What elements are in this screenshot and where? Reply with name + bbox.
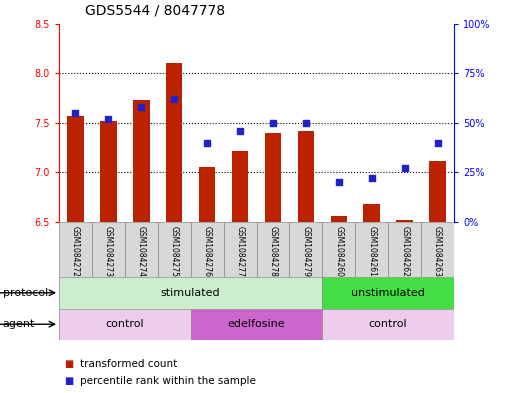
Point [71, 110, 80, 116]
Text: GSM1084276: GSM1084276 [203, 226, 212, 277]
Text: GDS5544 / 8047778: GDS5544 / 8047778 [85, 4, 225, 18]
Point [104, 116, 112, 122]
Bar [421, 222, 454, 277]
Text: agent: agent [3, 319, 35, 329]
Text: GSM1084277: GSM1084277 [235, 226, 245, 277]
Text: GSM1084274: GSM1084274 [137, 226, 146, 277]
Point [269, 119, 277, 126]
Bar [166, 63, 183, 222]
Bar [322, 309, 454, 340]
Point [203, 140, 211, 146]
Text: protocol: protocol [3, 288, 48, 298]
Bar [322, 277, 454, 309]
Point [137, 104, 145, 110]
Bar [59, 222, 92, 277]
Point [302, 119, 310, 126]
Text: control: control [369, 319, 407, 329]
Bar [92, 222, 125, 277]
Bar [364, 204, 380, 222]
Bar [224, 222, 256, 277]
Bar [298, 131, 314, 222]
Text: GSM1084262: GSM1084262 [400, 226, 409, 277]
Point [368, 175, 376, 182]
Text: GSM1084275: GSM1084275 [170, 226, 179, 277]
Bar [388, 222, 421, 277]
Bar [191, 222, 224, 277]
Text: GSM1084263: GSM1084263 [433, 226, 442, 277]
Point [170, 96, 179, 102]
Bar [59, 277, 322, 309]
Text: ■: ■ [64, 376, 73, 386]
Text: edelfosine: edelfosine [228, 319, 285, 329]
Text: GSM1084260: GSM1084260 [334, 226, 343, 277]
Text: unstimulated: unstimulated [351, 288, 425, 298]
Text: GSM1084272: GSM1084272 [71, 226, 80, 277]
Bar [355, 222, 388, 277]
Point [401, 165, 409, 172]
Text: GSM1084279: GSM1084279 [301, 226, 310, 277]
Bar [232, 151, 248, 222]
Bar [59, 309, 191, 340]
Bar [322, 222, 355, 277]
Text: ■: ■ [64, 358, 73, 369]
Text: GSM1084273: GSM1084273 [104, 226, 113, 277]
Bar [429, 160, 446, 222]
Bar [397, 220, 413, 222]
Bar [158, 222, 191, 277]
Bar [199, 167, 215, 222]
Bar [256, 222, 289, 277]
Bar [289, 222, 322, 277]
Point [236, 128, 244, 134]
Text: percentile rank within the sample: percentile rank within the sample [80, 376, 255, 386]
Text: transformed count: transformed count [80, 358, 177, 369]
Text: GSM1084278: GSM1084278 [268, 226, 278, 277]
Point [433, 140, 442, 146]
Bar [100, 121, 116, 222]
Point [334, 179, 343, 185]
Text: stimulated: stimulated [161, 288, 221, 298]
Bar [67, 116, 84, 222]
Text: GSM1084261: GSM1084261 [367, 226, 376, 277]
Bar [330, 216, 347, 222]
Bar [191, 309, 322, 340]
Bar [133, 100, 149, 222]
Text: control: control [106, 319, 144, 329]
Bar [125, 222, 158, 277]
Bar [265, 133, 281, 222]
